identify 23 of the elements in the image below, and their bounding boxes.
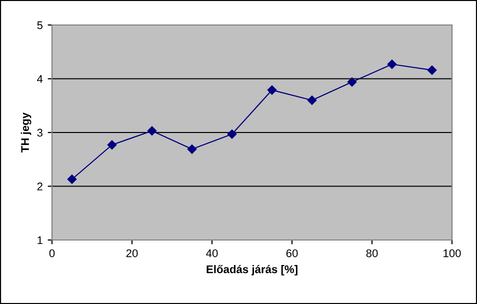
point [387,60,397,69]
x-tick-label: 0 [49,249,55,258]
point [187,144,197,154]
y-tick-label: 5 [37,21,43,30]
y-tick-label: 3 [37,128,42,137]
point [267,85,277,95]
y-tick-label: 1 [38,236,42,244]
point [427,66,437,75]
x-tick-label: 60 [286,249,298,258]
point [147,126,157,136]
point [107,140,117,150]
x-tick-label: 100 [444,249,461,258]
point [307,96,317,105]
point [67,174,77,184]
x-tick-label: 20 [126,249,138,258]
point [347,77,357,87]
point [227,129,237,139]
x-axis-title: Előadás járás [%] [206,264,298,276]
x-tick-label: 40 [206,249,218,258]
y-tick-label: 4 [37,75,43,83]
x-tick-label: 80 [366,249,378,258]
y-tick-label: 2 [37,182,42,190]
y-axis-title: TH jegy [20,112,32,152]
